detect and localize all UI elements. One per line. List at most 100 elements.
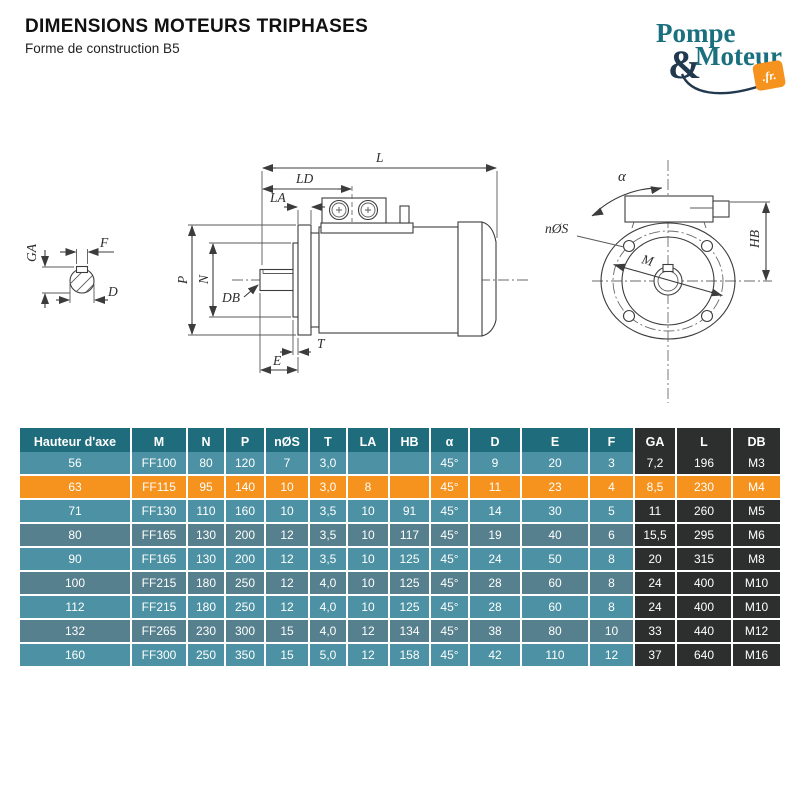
table-cell: FF115 [132,476,186,498]
table-cell: M12 [733,620,780,642]
table-cell: 60 [522,572,588,594]
table-cell: 45° [431,644,468,666]
table-cell: FF215 [132,572,186,594]
dim-label-GA: GA [24,243,39,262]
table-cell: 14 [470,500,520,522]
table-cell: 11 [635,500,675,522]
table-cell: 23 [522,476,588,498]
table-cell: 160 [20,644,130,666]
table-cell: 160 [226,500,264,522]
table-cell: 45° [431,476,468,498]
table-cell: 30 [522,500,588,522]
pompe-moteur-logo: Pompe & Moteur .fr. [656,18,786,95]
table-cell: 400 [677,596,731,618]
table-cell: 3,0 [310,476,346,498]
column-header: D [470,428,520,456]
table-cell: 230 [677,476,731,498]
table-cell: 3,0 [310,452,346,474]
table-cell: 10 [348,596,388,618]
table-cell: 12 [266,596,308,618]
column-header: F [590,428,633,456]
column-header: GA [635,428,675,456]
table-cell: 50 [522,548,588,570]
table-cell: 37 [635,644,675,666]
table-cell: 180 [188,572,224,594]
table-cell: M10 [733,596,780,618]
table-cell: M10 [733,572,780,594]
table-cell: 15 [266,644,308,666]
table-cell: 200 [226,524,264,546]
dim-label-F: F [99,235,109,250]
column-header: T [310,428,346,456]
table-cell: 40 [522,524,588,546]
dim-label-LD: LD [295,171,314,186]
table-cell: 6 [590,524,633,546]
table-cell: 315 [677,548,731,570]
table-cell: 90 [20,548,130,570]
table-cell: 45° [431,500,468,522]
column-header: P [226,428,264,456]
table-cell: 10 [348,572,388,594]
table-cell: 45° [431,596,468,618]
flange-front-view: α nØS M HB [545,160,772,403]
table-cell: 95 [188,476,224,498]
table-cell: 20 [522,452,588,474]
table-cell: 3,5 [310,548,346,570]
column-header: DB [733,428,780,456]
column-header: nØS [266,428,308,456]
table-cell: FF165 [132,524,186,546]
dim-label-nOS: nØS [545,221,568,236]
table-cell: 260 [677,500,731,522]
table-cell: M6 [733,524,780,546]
table-cell: 7,2 [635,452,675,474]
table-cell: 12 [266,524,308,546]
table-cell: 24 [635,572,675,594]
table-cell: 4,0 [310,620,346,642]
table-cell: 71 [20,500,130,522]
table-cell: 120 [226,452,264,474]
table-cell: 10 [348,524,388,546]
table-cell: 140 [226,476,264,498]
dim-label-DB: DB [221,290,240,305]
table-cell: 63 [20,476,130,498]
table-cell: 132 [20,620,130,642]
table-cell: 3,5 [310,500,346,522]
table-cell: 15,5 [635,524,675,546]
table-cell: M16 [733,644,780,666]
dim-label-T: T [317,336,326,351]
table-cell: 8 [590,572,633,594]
column-header: M [132,428,186,456]
table-cell: 45° [431,548,468,570]
table-cell: M3 [733,452,780,474]
table-cell: 8,5 [635,476,675,498]
table-cell: M8 [733,548,780,570]
table-cell: 3 [590,452,633,474]
column-header: HB [390,428,429,456]
motor-side-view: L LD LA P N DB T E [175,150,530,374]
table-cell: 45° [431,572,468,594]
table-cell: FF265 [132,620,186,642]
table-cell: 38 [470,620,520,642]
page-title: DIMENSIONS MOTEURS TRIPHASES [25,16,369,37]
table-cell: M4 [733,476,780,498]
table-cell: 4,0 [310,596,346,618]
table-cell: 300 [226,620,264,642]
table-cell: 125 [390,596,429,618]
table-cell: 10 [266,476,308,498]
table-cell: 4,0 [310,572,346,594]
table-cell: 80 [188,452,224,474]
table-cell: M5 [733,500,780,522]
table-cell: FF100 [132,452,186,474]
table-cell: 10 [348,548,388,570]
table-cell: 125 [390,548,429,570]
table-cell: 250 [188,644,224,666]
table-cell: 12 [266,548,308,570]
table-cell: 250 [226,596,264,618]
table-cell: 20 [635,548,675,570]
table-cell: 24 [635,596,675,618]
table-cell: 112 [20,596,130,618]
table-cell: 440 [677,620,731,642]
table-cell: FF215 [132,596,186,618]
table-cell: 400 [677,572,731,594]
